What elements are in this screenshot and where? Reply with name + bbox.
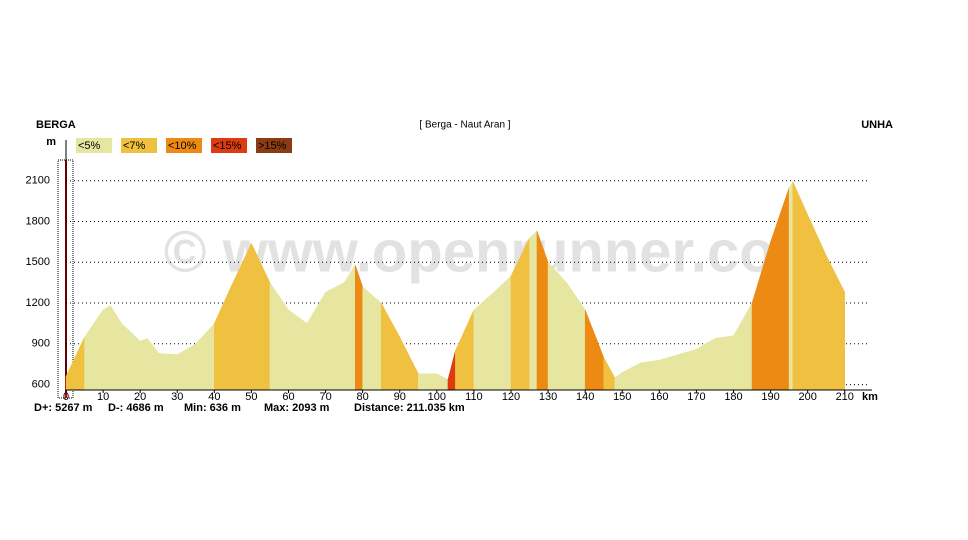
profile-segment (288, 309, 308, 391)
start-label: BERGA (36, 119, 76, 131)
profile-segment (158, 353, 178, 391)
legend-label: <7% (123, 140, 146, 152)
x-tick-label: 0 (63, 391, 69, 403)
stat: Distance: 211.035 km (354, 402, 465, 414)
profile-segment (566, 281, 586, 391)
profile-segment (177, 343, 197, 391)
profile-segment (121, 322, 141, 391)
y-tick-label: 900 (32, 338, 50, 350)
x-tick-label: 50 (245, 391, 257, 403)
profile-segment (714, 335, 734, 391)
legend-swatch (211, 138, 247, 153)
x-tick-label: 160 (650, 391, 668, 403)
profile-segment (362, 286, 382, 391)
y-tick-label: 1500 (26, 256, 50, 268)
y-tick-label: 2100 (26, 175, 50, 187)
profile-segment (214, 282, 234, 391)
x-tick-label: 90 (394, 391, 406, 403)
legend-label: <5% (78, 140, 101, 152)
profile-segment (65, 336, 85, 391)
profile-segment (640, 359, 660, 391)
x-tick-label: 80 (357, 391, 369, 403)
profile-segment (84, 309, 104, 391)
legend-swatch (256, 138, 292, 153)
x-tick-label: 70 (319, 391, 331, 403)
stat: Min: 636 m (184, 402, 241, 414)
y-tick-label: 600 (32, 378, 50, 390)
x-tick-label: 100 (428, 391, 446, 403)
y-unit: m (46, 136, 56, 148)
x-tick-label: 130 (539, 391, 557, 403)
legend-label: >15% (258, 140, 287, 152)
profile-segment (418, 373, 438, 391)
end-label: UNHA (861, 119, 893, 131)
legend-swatch (166, 138, 202, 153)
profile-segment (584, 309, 604, 391)
legend-label: <10% (168, 140, 197, 152)
profile-segment (269, 281, 289, 391)
profile-segment (677, 348, 697, 391)
profile-segment (529, 230, 538, 391)
y-tick-label: 1200 (26, 297, 50, 309)
legend-label: <15% (213, 140, 242, 152)
profile-segment (110, 304, 122, 391)
profile-segment (733, 302, 753, 391)
x-tick-label: 60 (282, 391, 294, 403)
profile-segment (147, 337, 159, 391)
x-tick-label: 210 (836, 391, 854, 403)
chart-title: [ Berga - Naut Aran ] (419, 120, 510, 131)
x-tick-label: 150 (613, 391, 631, 403)
profile-segment (622, 362, 642, 391)
profile-segment (447, 350, 456, 391)
profile-segment (614, 371, 623, 391)
profile-segment (325, 282, 345, 391)
x-tick-label: 110 (465, 391, 483, 403)
profile-segment (492, 275, 512, 391)
profile-segment (355, 264, 363, 391)
profile-segment (195, 322, 215, 391)
x-tick-label: 20 (134, 391, 146, 403)
stat: D+: 5267 m (34, 402, 93, 414)
profile-segment (436, 373, 449, 391)
profile-segment (380, 302, 400, 391)
x-tick-label: 190 (761, 391, 779, 403)
profile-segment (343, 264, 356, 391)
profile-segment (473, 292, 493, 391)
x-unit: km (862, 391, 878, 403)
y-tick-label: 1800 (26, 215, 50, 227)
legend-swatch (121, 138, 157, 153)
profile-segment (102, 305, 111, 391)
x-tick-label: 170 (687, 391, 705, 403)
profile-segment (770, 187, 790, 391)
x-tick-label: 120 (502, 391, 520, 403)
stat: Max: 2093 m (264, 402, 330, 414)
profile-segment (659, 354, 679, 391)
profile-segment (547, 261, 567, 391)
x-tick-label: 200 (798, 391, 816, 403)
profile-segment (825, 255, 845, 391)
profile-segment (603, 357, 616, 391)
x-tick-label: 10 (97, 391, 109, 403)
stat: D-: 4686 m (108, 402, 164, 414)
profile-segment (306, 291, 326, 391)
x-tick-label: 30 (171, 391, 183, 403)
profile-segment (788, 180, 794, 391)
profile-segment (399, 336, 419, 391)
legend-swatch (76, 138, 112, 153)
profile-segment (792, 181, 808, 391)
watermark: © www.openrunner.com (164, 219, 827, 284)
x-tick-label: 140 (576, 391, 594, 403)
profile-segment (455, 309, 475, 391)
x-tick-label: 180 (724, 391, 742, 403)
profile-segment (139, 338, 148, 391)
x-tick-label: 40 (208, 391, 220, 403)
profile-segment (696, 337, 716, 391)
